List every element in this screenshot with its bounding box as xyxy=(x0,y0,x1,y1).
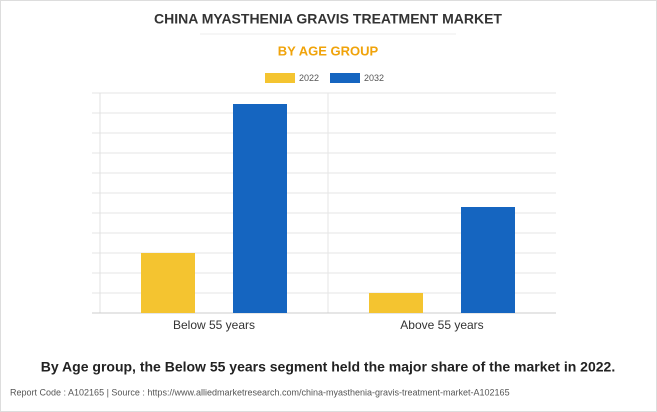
x-tick-label: Above 55 years xyxy=(400,318,483,332)
x-tick-label: Below 55 years xyxy=(173,318,255,332)
bar xyxy=(233,104,287,313)
caption: By Age group, the Below 55 years segment… xyxy=(41,359,615,375)
source-note: Report Code : A102165 | Source : https:/… xyxy=(10,387,510,397)
legend-swatch xyxy=(265,73,295,83)
bar xyxy=(141,253,195,313)
chart-title: CHINA MYASTHENIA GRAVIS TREATMENT MARKET xyxy=(154,11,502,27)
bar xyxy=(461,207,515,313)
legend-label: 2032 xyxy=(364,73,384,83)
bar xyxy=(369,293,423,313)
chart-subtitle: BY AGE GROUP xyxy=(278,43,379,58)
legend-swatch xyxy=(330,73,360,83)
legend-label: 2022 xyxy=(299,73,319,83)
